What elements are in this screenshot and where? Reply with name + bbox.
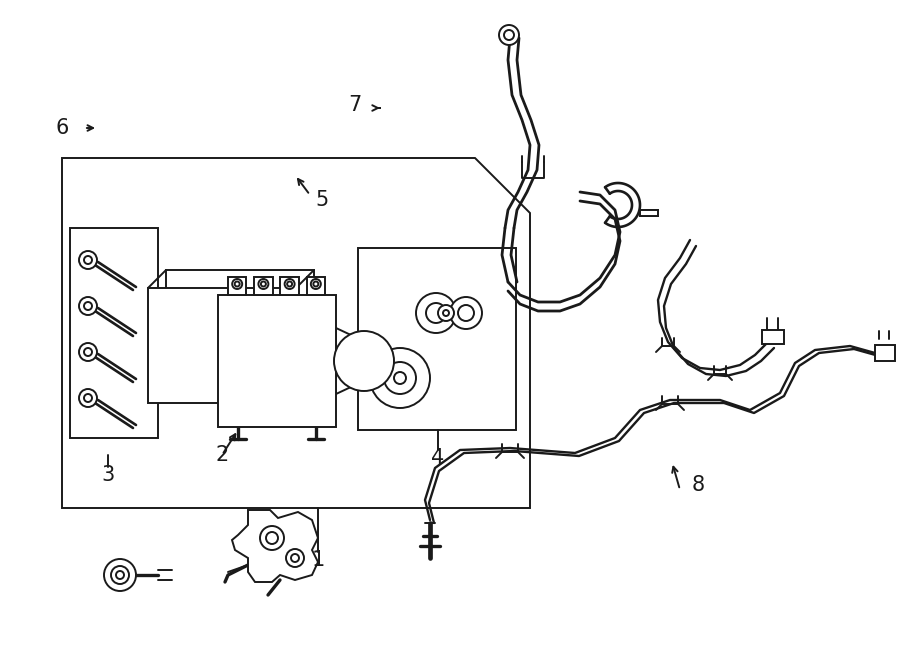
- Circle shape: [260, 526, 284, 550]
- Bar: [640, 210, 658, 216]
- Circle shape: [370, 348, 430, 408]
- Polygon shape: [62, 158, 530, 508]
- Bar: [148, 288, 296, 403]
- Text: 4: 4: [431, 448, 445, 468]
- Circle shape: [334, 331, 394, 391]
- Circle shape: [443, 310, 449, 316]
- Circle shape: [313, 282, 319, 286]
- Circle shape: [499, 25, 519, 45]
- Circle shape: [84, 302, 92, 310]
- Text: 5: 5: [315, 190, 328, 210]
- Circle shape: [79, 297, 97, 315]
- Circle shape: [286, 549, 304, 567]
- Circle shape: [394, 372, 406, 384]
- Circle shape: [384, 362, 416, 394]
- Text: 2: 2: [215, 445, 229, 465]
- Text: 1: 1: [311, 550, 325, 570]
- Text: 7: 7: [348, 95, 362, 115]
- Circle shape: [284, 279, 294, 289]
- Circle shape: [104, 559, 136, 591]
- Circle shape: [261, 282, 266, 286]
- Circle shape: [450, 297, 482, 329]
- Circle shape: [416, 293, 456, 333]
- Circle shape: [111, 566, 129, 584]
- Circle shape: [438, 305, 454, 321]
- Bar: [358, 248, 516, 430]
- Bar: [228, 277, 247, 295]
- Circle shape: [84, 348, 92, 356]
- Text: 6: 6: [55, 118, 68, 138]
- Circle shape: [458, 305, 474, 321]
- Circle shape: [79, 251, 97, 269]
- Circle shape: [266, 532, 278, 544]
- Circle shape: [84, 394, 92, 402]
- Bar: [166, 270, 314, 385]
- Circle shape: [287, 282, 292, 286]
- Circle shape: [504, 30, 514, 40]
- Bar: [307, 277, 325, 295]
- Circle shape: [235, 282, 239, 286]
- Circle shape: [258, 279, 268, 289]
- Text: 8: 8: [691, 475, 705, 495]
- Bar: [281, 277, 299, 295]
- Bar: [762, 330, 784, 344]
- Circle shape: [79, 389, 97, 407]
- Text: 3: 3: [102, 465, 114, 485]
- Circle shape: [79, 343, 97, 361]
- Circle shape: [426, 303, 446, 323]
- Bar: [70, 228, 158, 438]
- Bar: [875, 345, 895, 361]
- Circle shape: [116, 571, 124, 579]
- Circle shape: [310, 279, 320, 289]
- Bar: [254, 277, 273, 295]
- Circle shape: [232, 279, 242, 289]
- Bar: [218, 295, 336, 427]
- Circle shape: [84, 256, 92, 264]
- Circle shape: [291, 554, 299, 562]
- Polygon shape: [232, 510, 318, 582]
